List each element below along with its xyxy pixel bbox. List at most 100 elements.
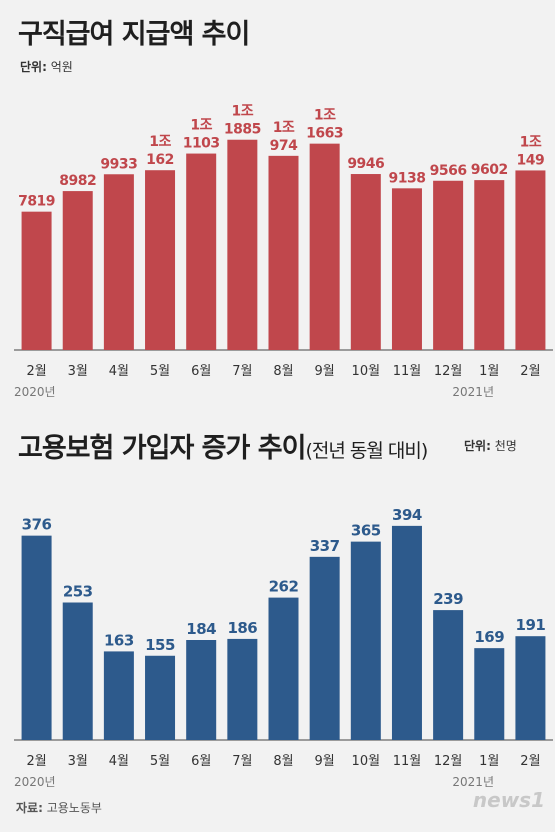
chart1-bar-0 bbox=[21, 535, 52, 740]
chart1-label-5: 186 bbox=[227, 619, 257, 637]
chart0-tick-9: 11월 bbox=[393, 364, 422, 379]
chart1-year-end: 2021년 bbox=[452, 775, 494, 789]
chart2-unit-label: 단위: bbox=[464, 439, 491, 453]
chart0-tick-8: 10월 bbox=[352, 364, 381, 379]
chart1-title: 구직급여 지급액 추이 bbox=[18, 19, 250, 50]
chart1-label-3: 155 bbox=[145, 636, 175, 654]
chart1-year-start: 2020년 bbox=[14, 775, 56, 789]
chart1-tick-7: 9월 bbox=[315, 754, 335, 769]
chart1-tick-3: 5월 bbox=[150, 754, 170, 769]
chart0-bar-0 bbox=[21, 211, 52, 350]
chart1-tick-6: 8월 bbox=[273, 754, 293, 769]
chart0-label-1: 8982 bbox=[59, 173, 96, 189]
chart1-bar-9 bbox=[391, 525, 422, 740]
chart0-tick-5: 7월 bbox=[232, 364, 252, 379]
chart2-svg: 376 2월 253 3월 163 4월 155 5월 184 6월 186 7월 262 8월 337 9월… bbox=[14, 506, 553, 789]
chart1-bar-2 bbox=[103, 651, 134, 740]
chart0-tick-11: 1월 bbox=[479, 364, 499, 379]
chart0-label-top-12: 1조 bbox=[520, 134, 542, 150]
chart0-tick-7: 9월 bbox=[315, 364, 335, 379]
chart0-label-8: 9946 bbox=[347, 156, 384, 172]
chart1-bar-8 bbox=[350, 541, 381, 740]
chart0-tick-10: 12월 bbox=[434, 364, 463, 379]
chart2-unit-value: 천명 bbox=[494, 439, 517, 453]
chart1-tick-1: 3월 bbox=[68, 754, 88, 769]
chart0-bar-9 bbox=[391, 188, 422, 350]
chart1-tick-8: 10월 bbox=[352, 754, 381, 769]
chart1-tick-5: 7월 bbox=[232, 754, 252, 769]
source-note: 자료: 고용노동부 bbox=[16, 799, 102, 816]
chart2-subtitle: (전년 동월 대비) bbox=[305, 440, 428, 462]
chart1-label-4: 184 bbox=[186, 620, 216, 638]
chart0-label-top-5: 1조 bbox=[232, 104, 254, 120]
source-value: 고용노동부 bbox=[46, 801, 102, 815]
chart0-bar-11 bbox=[474, 180, 505, 350]
chart0-label-top-7: 1조 bbox=[314, 108, 336, 124]
chart0-label-top-6: 1조 bbox=[273, 120, 295, 136]
chart0-tick-4: 6월 bbox=[191, 364, 211, 379]
chart0-label-0: 7819 bbox=[18, 194, 55, 210]
chart0-label-11: 9602 bbox=[471, 162, 508, 178]
chart1-bar-7 bbox=[309, 556, 340, 740]
chart1-label-0: 376 bbox=[22, 516, 52, 534]
source-label: 자료: bbox=[16, 801, 43, 815]
chart0-label-3: 162 bbox=[146, 152, 174, 168]
chart0-label-6: 974 bbox=[270, 138, 298, 154]
chart0-tick-3: 5월 bbox=[150, 364, 170, 379]
chart1-bar-4 bbox=[186, 640, 217, 740]
chart1-bar-1 bbox=[62, 602, 93, 740]
chart0-label-2: 9933 bbox=[100, 156, 137, 172]
chart0-tick-12: 2월 bbox=[520, 364, 540, 379]
chart0-bar-12 bbox=[515, 170, 546, 350]
chart1-bar-6 bbox=[268, 597, 299, 740]
chart0-bar-8 bbox=[350, 174, 381, 350]
chart1-unit-value: 억원 bbox=[50, 60, 73, 74]
chart1-unit-label: 단위: bbox=[20, 60, 47, 74]
chart1-bar-12 bbox=[515, 636, 546, 740]
chart0-bar-4 bbox=[186, 153, 217, 350]
chart0-label-5: 1885 bbox=[224, 122, 261, 138]
chart0-label-12: 149 bbox=[517, 152, 545, 168]
news1-logo: news1 bbox=[472, 788, 545, 812]
chart1-tick-10: 12월 bbox=[434, 754, 463, 769]
chart2-title-wrap: 고용보험 가입자 증가 추이(전년 동월 대비) bbox=[18, 426, 428, 465]
chart1-tick-11: 1월 bbox=[479, 754, 499, 769]
chart0-bar-1 bbox=[62, 191, 93, 350]
chart0-label-10: 9566 bbox=[430, 163, 467, 179]
chart1-bar-3 bbox=[145, 655, 176, 740]
chart1-bar-11 bbox=[474, 648, 505, 740]
chart0-tick-6: 8월 bbox=[273, 364, 293, 379]
chart1-bar-10 bbox=[433, 610, 464, 740]
chart0-label-9: 9138 bbox=[388, 170, 425, 186]
chart0-tick-1: 3월 bbox=[68, 364, 88, 379]
chart1-tick-12: 2월 bbox=[520, 754, 540, 769]
chart1-label-10: 239 bbox=[433, 590, 463, 608]
chart0-bar-7 bbox=[309, 143, 340, 350]
chart2-unit: 단위: 천명 bbox=[464, 437, 517, 454]
chart1-label-2: 163 bbox=[104, 631, 134, 649]
chart1-label-6: 262 bbox=[269, 578, 299, 596]
chart1-tick-4: 6월 bbox=[191, 754, 211, 769]
chart0-tick-0: 2월 bbox=[26, 364, 46, 379]
chart1-bar-5 bbox=[227, 638, 258, 740]
chart2-title: 고용보험 가입자 증가 추이 bbox=[18, 433, 306, 464]
chart1-label-1: 253 bbox=[63, 583, 93, 601]
chart1-tick-0: 2월 bbox=[26, 754, 46, 769]
chart1-label-9: 394 bbox=[392, 506, 422, 524]
chart0-year-start: 2020년 bbox=[14, 385, 56, 399]
chart0-year-end: 2021년 bbox=[452, 385, 494, 399]
chart0-label-7: 1663 bbox=[306, 126, 343, 142]
chart1-label-7: 337 bbox=[310, 537, 340, 555]
chart0-label-4: 1103 bbox=[183, 136, 220, 152]
chart1-label-11: 169 bbox=[474, 628, 504, 646]
chart0-bar-3 bbox=[145, 170, 176, 350]
chart1-tick-2: 4월 bbox=[109, 754, 129, 769]
chart0-bar-10 bbox=[433, 180, 464, 350]
chart0-bar-6 bbox=[268, 155, 299, 350]
chart1-label-12: 191 bbox=[516, 616, 546, 634]
chart1-label-8: 365 bbox=[351, 522, 381, 540]
chart0-label-top-3: 1조 bbox=[149, 134, 171, 150]
chart0-tick-2: 4월 bbox=[109, 364, 129, 379]
chart1-tick-9: 11월 bbox=[393, 754, 422, 769]
chart0-bar-2 bbox=[103, 174, 134, 350]
